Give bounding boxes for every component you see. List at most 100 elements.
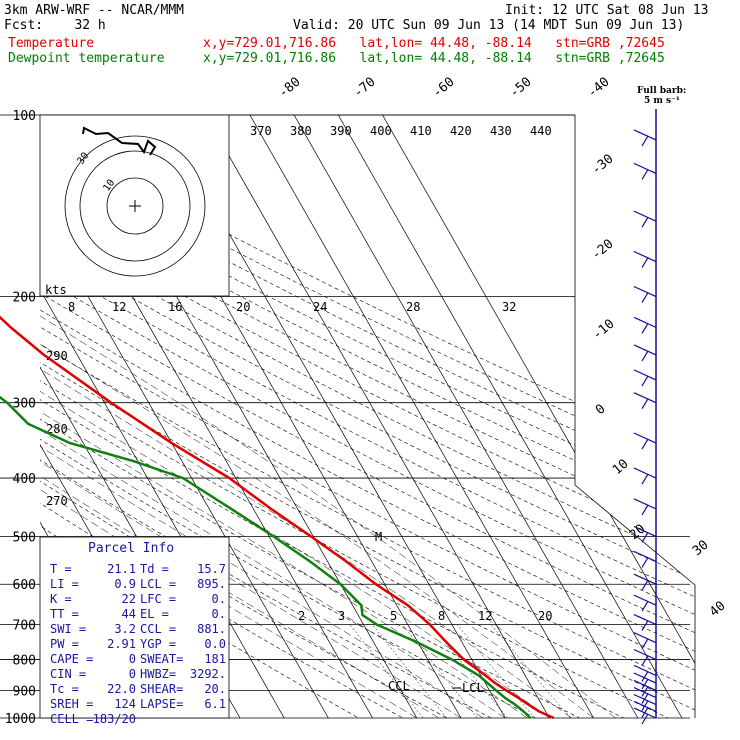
parcel-key: SWI = — [50, 622, 86, 636]
parcel-value: 0 — [129, 667, 136, 681]
parcel-value: 124 — [114, 697, 136, 711]
wind-barbs — [633, 109, 657, 725]
wind-barb — [633, 344, 657, 356]
wind-barb — [633, 550, 657, 562]
parcel-key: SWEAT= — [140, 652, 183, 666]
wind-barb — [641, 398, 649, 410]
isentrope-label: 400 — [370, 124, 392, 138]
mixing-ratio-label: 16 — [168, 300, 182, 314]
wind-barb — [641, 686, 649, 697]
parcel-value: 2.91 — [107, 637, 136, 651]
moist-adiabat — [40, 296, 417, 718]
mixing-ratio-line — [456, 624, 535, 718]
pressure-tick-label: 300 — [13, 397, 36, 412]
isentrope-label: 370 — [250, 124, 272, 138]
isotherm-line — [337, 115, 683, 718]
wind-barb — [633, 525, 657, 538]
parcel-title: Parcel Info — [88, 541, 174, 556]
dry-adiabat — [40, 115, 695, 718]
dry-adiabat — [40, 115, 561, 718]
parcel-key: LI = — [50, 577, 79, 591]
wind-barb — [633, 316, 657, 328]
parcel-key: CAPE = — [50, 652, 93, 666]
hodograph-ring — [64, 135, 206, 277]
wind-barb — [641, 620, 649, 631]
parcel-value: 15.7 — [197, 562, 226, 576]
isotherm-label: -50 — [507, 74, 535, 101]
parcel-value: 3.2 — [114, 622, 136, 636]
dry-adiabat — [40, 115, 695, 718]
mixing-ratio-line — [349, 624, 424, 718]
parcel-value: 183/20 — [93, 712, 136, 726]
isotherm-label: -10 — [590, 316, 618, 343]
init-time: Init: 12 UTC Sat 08 Jun 13 — [505, 3, 709, 18]
wind-barb — [641, 700, 649, 711]
isentrope-label: 410 — [410, 124, 432, 138]
wind-barb — [641, 693, 649, 704]
pressure-tick-label: 400 — [13, 472, 36, 487]
dry-adiabat — [40, 115, 695, 718]
wind-barb — [633, 672, 657, 684]
dry-adiabat — [40, 115, 695, 718]
wind-barb — [641, 504, 649, 516]
parcel-key: LFC = — [140, 592, 176, 606]
parcel-value: 44 — [122, 607, 136, 621]
mixing-ratio-label: 12 — [478, 609, 492, 623]
parcel-key: CELL = — [50, 712, 93, 726]
moist-adiabat — [40, 296, 440, 718]
wind-barb — [641, 671, 649, 682]
wind-barb — [641, 678, 649, 690]
dry-adiabat — [40, 115, 695, 718]
parcel-key: PW = — [50, 637, 79, 651]
parcel-key: HWBZ= — [140, 667, 176, 681]
parcel-key: Tc = — [50, 682, 79, 696]
isentrope-label: 390 — [330, 124, 352, 138]
pressure-tick-label: 900 — [13, 684, 36, 699]
isotherm-label: 30 — [690, 538, 712, 560]
wind-barb — [633, 251, 657, 263]
parcel-key: K = — [50, 592, 72, 606]
parcel-value: 6.1 — [204, 697, 226, 711]
parcel-value: 22 — [122, 592, 136, 606]
parcel-key: EL = — [140, 607, 169, 621]
isotherm-label: -70 — [351, 74, 379, 101]
wind-barb — [633, 498, 657, 510]
isotherm-label: 20 — [627, 522, 649, 544]
mixing-ratio-label: 20 — [236, 300, 250, 314]
parcel-value: 22.0 — [107, 682, 136, 696]
parcel-value: 0. — [212, 607, 226, 621]
dry-adiabat — [40, 115, 695, 718]
moist-adiabat — [40, 296, 594, 718]
wind-barb — [641, 292, 649, 303]
wind-barb — [641, 707, 649, 718]
mixing-ratio-label: 32 — [502, 300, 516, 314]
parcel-key: Td = — [140, 562, 169, 576]
parcel-value: 895. — [197, 577, 226, 591]
wind-barb — [633, 162, 657, 174]
isentrope-label: 290 — [46, 349, 68, 363]
isotherm-label: 40 — [707, 599, 729, 621]
mixing-ratio-label: 8 — [68, 300, 75, 314]
isotherm-line — [205, 115, 550, 718]
isotherm-line — [293, 115, 639, 718]
wind-barb — [633, 649, 657, 661]
dewpoint-legend: Dewpoint temperature — [8, 51, 165, 66]
wind-barb — [641, 350, 649, 362]
wind-barb — [641, 600, 649, 612]
wind-barb — [633, 632, 657, 644]
wind-barb — [641, 557, 649, 568]
wind-barb — [633, 594, 657, 606]
wind-barb — [633, 679, 657, 691]
wind-barb — [641, 579, 649, 591]
lcl-annotation: LCL — [462, 681, 484, 695]
isotherm-line — [249, 115, 594, 718]
mixing-ratio-label: 28 — [406, 300, 420, 314]
hodograph-kts-label: kts — [45, 283, 67, 297]
dewpoint-curve — [0, 395, 532, 719]
hodograph-trace — [82, 126, 157, 156]
pressure-tick-label: 200 — [13, 291, 36, 306]
isentrope-label: 440 — [530, 124, 552, 138]
wind-barb — [633, 573, 657, 585]
parcel-panel — [39, 536, 230, 719]
